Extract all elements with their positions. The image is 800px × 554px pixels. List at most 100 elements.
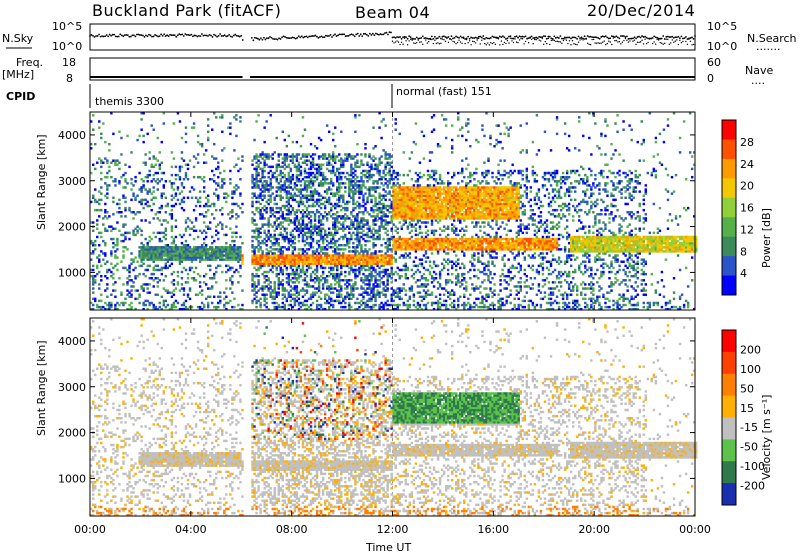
search-noise-point	[411, 39, 412, 40]
power-cell	[354, 114, 356, 116]
power-cell	[122, 254, 124, 256]
search-noise-point	[428, 41, 429, 42]
power-cell	[132, 217, 134, 219]
search-noise-point	[448, 42, 449, 43]
noise-point	[549, 36, 551, 38]
noise-point	[522, 36, 524, 38]
noise-left-tick-low: 10^0	[52, 40, 82, 53]
noise-point	[685, 36, 687, 38]
noise-point	[653, 35, 655, 37]
search-noise-point	[594, 42, 595, 43]
power-cell	[136, 289, 138, 291]
search-noise-point	[652, 43, 653, 44]
search-noise-point	[601, 42, 602, 43]
power-cell	[324, 230, 326, 232]
power-cell	[292, 174, 294, 176]
power-cell	[401, 275, 403, 277]
power-cell	[233, 306, 235, 308]
power-cell	[344, 302, 346, 304]
power-cell	[142, 287, 144, 289]
power-cell	[108, 184, 110, 186]
noise-point	[493, 36, 495, 38]
power-cell	[106, 176, 108, 178]
search-noise-point	[531, 39, 532, 40]
noise-point	[234, 34, 236, 36]
power-cell	[374, 269, 376, 271]
power-cell	[237, 271, 239, 273]
power-cell	[344, 271, 346, 273]
search-noise-point	[637, 42, 638, 43]
power-cell	[118, 162, 120, 164]
power-cell	[235, 114, 237, 116]
search-noise-point	[504, 42, 505, 43]
power-cell	[257, 172, 259, 174]
search-noise-point	[605, 44, 606, 45]
power-cell	[380, 244, 382, 246]
power-cell	[161, 273, 163, 275]
power-cell	[199, 197, 201, 199]
power-cell	[100, 275, 102, 277]
search-noise-point	[555, 41, 556, 42]
power-cell	[241, 242, 243, 244]
noise-point	[110, 35, 112, 37]
noise-point	[407, 38, 409, 40]
power-cell	[205, 236, 207, 238]
power-cell	[397, 178, 399, 180]
noise-point	[373, 34, 375, 36]
noise-point	[431, 35, 433, 37]
search-noise-point	[532, 43, 533, 44]
power-cell	[195, 267, 197, 269]
search-noise-point	[404, 38, 405, 39]
power-cell	[263, 217, 265, 219]
power-cell	[98, 254, 100, 256]
noise-point	[587, 35, 589, 37]
search-noise-point	[442, 38, 443, 39]
power-cell	[153, 217, 155, 219]
power-cell	[302, 201, 304, 203]
search-noise-point	[399, 44, 400, 45]
noise-point	[510, 35, 512, 37]
power-cell	[98, 126, 100, 128]
search-noise-point	[629, 40, 630, 41]
power-cell	[320, 207, 322, 209]
power-cell	[118, 199, 120, 201]
search-noise-point	[437, 42, 438, 43]
power-cell	[340, 186, 342, 188]
search-noise-point	[505, 43, 506, 44]
power-cell	[201, 143, 203, 145]
power-cell	[340, 176, 342, 178]
search-noise-point	[519, 39, 520, 40]
search-noise-point	[564, 38, 565, 39]
power-cell	[235, 225, 237, 227]
power-cell	[320, 291, 322, 293]
noise-point	[481, 37, 483, 39]
power-cell	[284, 304, 286, 306]
search-noise-point	[460, 41, 461, 42]
power-cell	[382, 281, 384, 283]
power-cell	[322, 164, 324, 166]
search-noise-point	[458, 40, 459, 41]
power-cell	[179, 176, 181, 178]
noise-point	[490, 37, 492, 39]
noise-point	[104, 35, 106, 37]
power-cell	[356, 159, 358, 161]
noise-point	[177, 34, 179, 36]
power-cell	[106, 283, 108, 285]
search-noise-point	[522, 38, 523, 39]
search-noise-point	[566, 40, 567, 41]
power-cell	[312, 157, 314, 159]
search-noise-point	[649, 38, 650, 39]
power-cell	[393, 300, 395, 302]
noise-point	[127, 34, 129, 36]
power-cell	[221, 213, 223, 215]
noise-point	[460, 35, 462, 37]
power-cell	[128, 166, 130, 168]
power-cell	[205, 232, 207, 234]
power-cell	[116, 238, 118, 240]
nave-legend-dots: ....	[751, 74, 765, 87]
power-cell	[173, 294, 175, 296]
power-cell	[302, 135, 304, 137]
noise-point	[195, 35, 197, 37]
power-cell	[368, 240, 370, 242]
noise-point	[357, 33, 359, 35]
